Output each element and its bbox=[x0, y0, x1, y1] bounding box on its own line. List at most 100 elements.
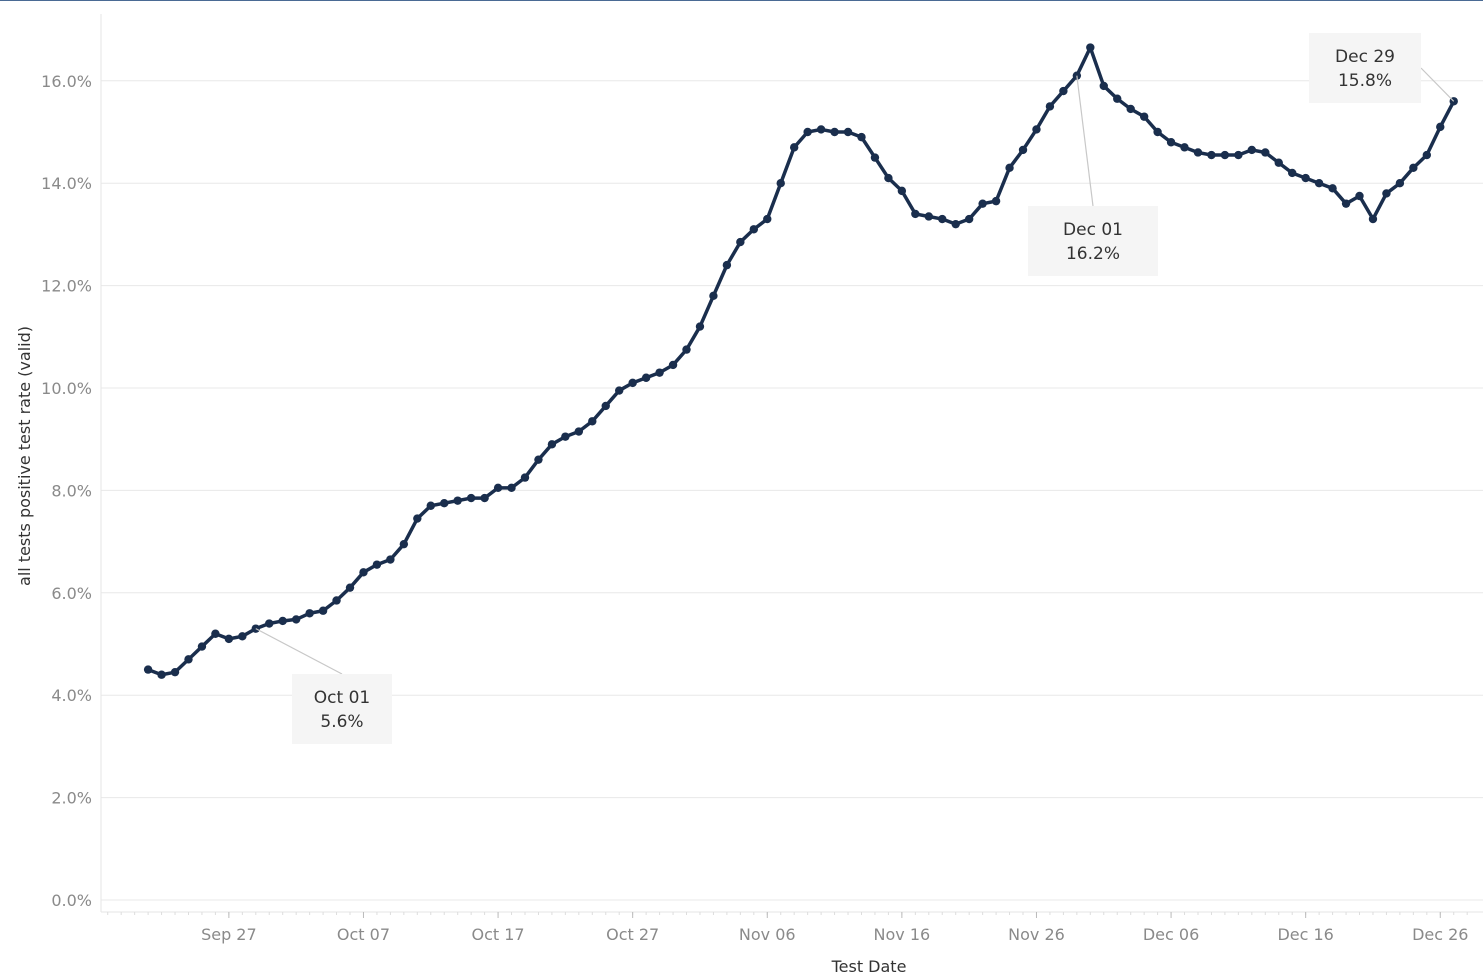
data-point bbox=[1018, 145, 1028, 155]
data-point bbox=[547, 440, 557, 449]
x-tick-label: Dec 16 bbox=[1277, 925, 1333, 944]
data-point bbox=[1113, 94, 1122, 103]
data-point bbox=[1045, 102, 1055, 111]
annotation-date: Dec 01 bbox=[1063, 220, 1123, 240]
data-point bbox=[399, 539, 409, 549]
data-point bbox=[763, 214, 772, 224]
y-axis-title: all tests positive test rate (valid) bbox=[15, 326, 34, 586]
data-point bbox=[1261, 148, 1270, 157]
data-point bbox=[453, 496, 462, 505]
y-tick-label: 4.0% bbox=[51, 686, 92, 705]
data-point bbox=[964, 214, 974, 224]
data-point bbox=[332, 596, 341, 605]
data-point bbox=[265, 619, 274, 628]
data-point bbox=[1153, 127, 1162, 137]
data-point bbox=[278, 616, 287, 626]
data-point bbox=[520, 473, 530, 482]
data-point bbox=[574, 427, 584, 436]
data-point bbox=[1247, 145, 1257, 155]
annotation-leader bbox=[255, 628, 343, 675]
data-point bbox=[628, 378, 637, 388]
data-points bbox=[143, 43, 1458, 679]
annotation-date: Oct 01 bbox=[314, 688, 370, 708]
data-point bbox=[1220, 150, 1230, 160]
y-tick-label: 6.0% bbox=[51, 584, 92, 603]
data-point bbox=[1355, 191, 1364, 201]
data-point bbox=[615, 386, 624, 395]
data-point bbox=[1436, 122, 1445, 132]
data-point bbox=[1126, 104, 1135, 114]
data-point bbox=[493, 483, 503, 493]
data-point bbox=[1422, 150, 1432, 160]
data-point bbox=[601, 401, 610, 411]
data-point bbox=[749, 225, 759, 234]
data-point bbox=[789, 143, 799, 152]
data-point bbox=[695, 322, 705, 331]
data-point bbox=[884, 173, 893, 183]
data-point bbox=[318, 606, 328, 615]
data-point bbox=[170, 667, 180, 677]
data-point bbox=[709, 291, 718, 301]
annotation-date: Dec 29 bbox=[1335, 47, 1395, 67]
annotation-value: 16.2% bbox=[1066, 244, 1120, 264]
data-point bbox=[1207, 150, 1216, 160]
data-point bbox=[1288, 168, 1297, 178]
data-point bbox=[1314, 179, 1324, 188]
y-tick-label: 10.0% bbox=[41, 379, 92, 398]
data-point bbox=[1234, 150, 1243, 160]
gridlines bbox=[101, 80, 1483, 901]
data-point bbox=[1180, 143, 1189, 152]
data-point bbox=[359, 568, 368, 577]
data-point bbox=[1005, 163, 1014, 173]
data-point bbox=[897, 186, 907, 196]
data-point bbox=[736, 237, 745, 247]
y-tick-label: 2.0% bbox=[51, 789, 92, 808]
data-point bbox=[1166, 138, 1176, 147]
data-point bbox=[211, 629, 220, 638]
annotation-leader bbox=[1420, 67, 1455, 102]
data-point bbox=[1368, 214, 1378, 224]
data-point bbox=[870, 153, 880, 162]
data-point bbox=[1274, 158, 1283, 167]
axes bbox=[100, 14, 1483, 915]
data-point bbox=[668, 360, 678, 370]
y-axis-ticks: 0.0% 2.0% 4.0% 6.0% 8.0% 10.0% 12.0% 14.0% 16.0% bbox=[41, 72, 92, 910]
data-point bbox=[386, 555, 395, 564]
data-point bbox=[291, 615, 301, 624]
data-point bbox=[816, 125, 826, 134]
data-point bbox=[857, 132, 866, 142]
y-tick-label: 14.0% bbox=[41, 174, 92, 193]
x-axis-title: Test Date bbox=[831, 957, 907, 976]
data-point bbox=[722, 260, 732, 270]
x-tick-label: Nov 26 bbox=[1008, 925, 1065, 944]
data-point bbox=[305, 609, 314, 618]
x-tick-label: Oct 27 bbox=[606, 925, 659, 944]
data-point bbox=[440, 499, 449, 508]
data-point bbox=[682, 345, 691, 354]
x-tick-label: Nov 16 bbox=[874, 925, 931, 944]
annotation-box bbox=[1309, 33, 1421, 103]
x-tick-label: Oct 07 bbox=[337, 925, 390, 944]
annotation-box bbox=[1028, 206, 1158, 276]
data-point bbox=[197, 642, 207, 651]
y-tick-label: 8.0% bbox=[51, 481, 92, 500]
data-point bbox=[924, 212, 933, 221]
data-point bbox=[951, 219, 960, 229]
data-point bbox=[184, 655, 193, 664]
annotation-value: 15.8% bbox=[1338, 71, 1392, 91]
data-point bbox=[345, 583, 355, 592]
data-point bbox=[426, 501, 435, 510]
data-point bbox=[1301, 173, 1310, 183]
y-tick-label: 16.0% bbox=[41, 72, 92, 91]
data-point bbox=[224, 634, 234, 644]
annotation-leader bbox=[1076, 75, 1094, 207]
data-point bbox=[507, 483, 516, 493]
data-point bbox=[1032, 125, 1041, 134]
data-point bbox=[1099, 81, 1108, 91]
data-point bbox=[238, 632, 247, 641]
data-point bbox=[588, 417, 597, 426]
top-border bbox=[0, 0, 1483, 1]
data-point bbox=[938, 214, 947, 224]
x-tick-label: Dec 26 bbox=[1412, 925, 1468, 944]
data-point bbox=[534, 455, 543, 464]
